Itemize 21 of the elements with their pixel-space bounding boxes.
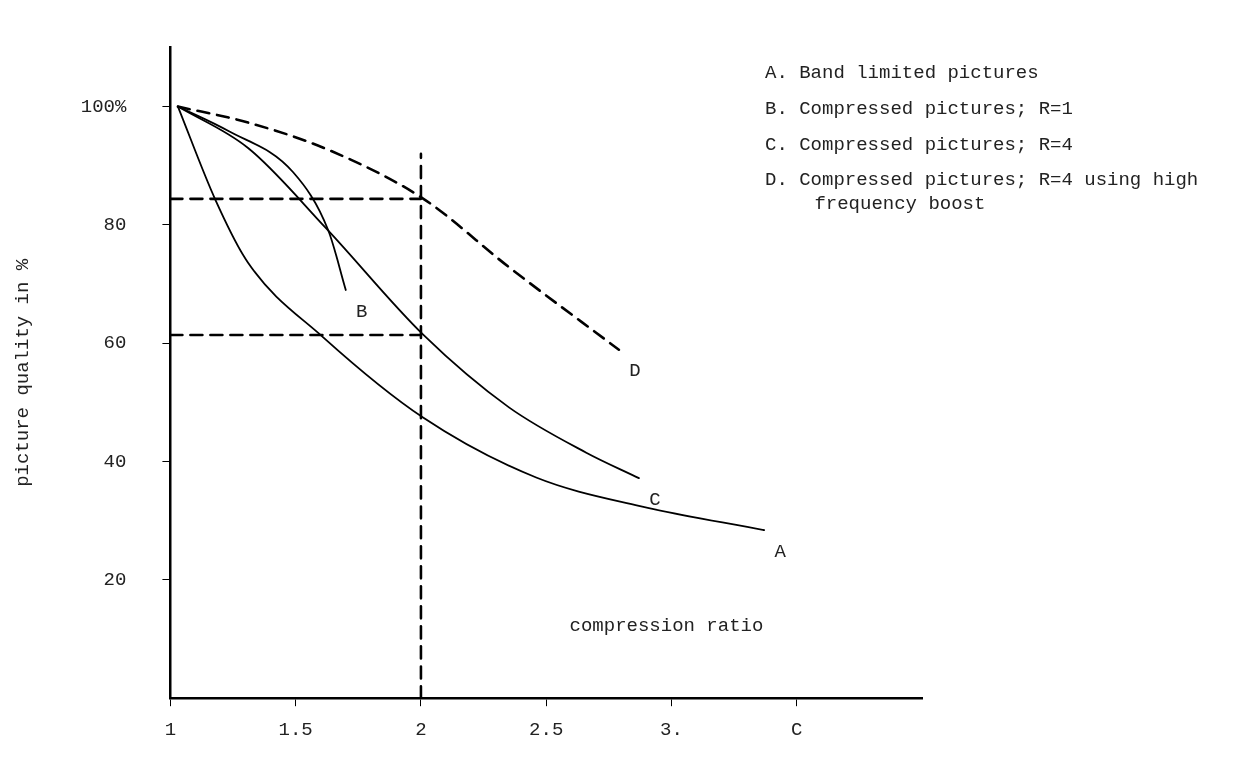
- x-tick-label: C: [791, 718, 803, 741]
- x-tick-label: 1: [164, 718, 177, 741]
- x-tick-label: 1.5: [278, 718, 313, 741]
- annotation: A. Band limited pictures: [765, 62, 1040, 86]
- y-tick-label: 80: [103, 213, 127, 236]
- series-label: A: [774, 540, 787, 563]
- annotation: B. Compressed pictures; R=1: [765, 97, 1074, 122]
- series-label: B: [356, 300, 368, 323]
- x-axis-title: compression ratio: [569, 615, 764, 638]
- annotation: D. Compressed pictures; R=4 using high frequency boost: [765, 169, 1200, 217]
- series-label: D: [629, 360, 641, 383]
- y-axis-title: picture quality in %: [12, 258, 35, 487]
- y-tick-label: 20: [103, 568, 127, 591]
- annotation: C. Compressed pictures; R=4: [765, 133, 1074, 158]
- y-tick-label: 60: [103, 332, 127, 355]
- x-tick-label: 2: [415, 718, 427, 741]
- x-tick-label: 2.5: [529, 718, 564, 741]
- x-tick-label: 3.: [660, 718, 683, 741]
- y-tick-label: 100%: [80, 95, 127, 118]
- y-tick-label: 40: [103, 450, 127, 473]
- series-label: C: [649, 488, 661, 511]
